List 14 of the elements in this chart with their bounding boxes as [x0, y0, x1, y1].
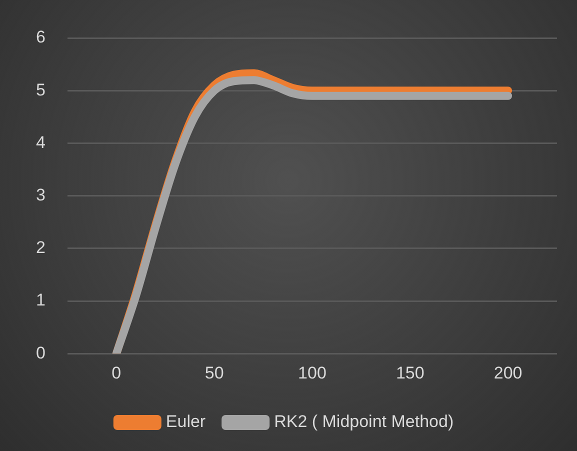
y-tick-label: 2 [36, 238, 46, 258]
legend-label: Euler [166, 412, 206, 432]
x-tick-label: 50 [204, 363, 224, 382]
y-tick-label: 1 [36, 290, 46, 310]
y-tick-label: 4 [36, 132, 46, 152]
y-tick-label: 0 [36, 343, 46, 362]
y-tick-label: 5 [36, 80, 46, 100]
x-tick-label: 100 [298, 363, 326, 382]
y-tick-label: 3 [36, 185, 46, 204]
x-tick-label: 200 [494, 363, 522, 382]
y-tick-label: 6 [36, 28, 46, 47]
x-tick-label: 0 [112, 363, 122, 382]
x-tick-label: 150 [396, 363, 424, 382]
legend-label: RK2 ( Midpoint Method) [274, 412, 454, 432]
